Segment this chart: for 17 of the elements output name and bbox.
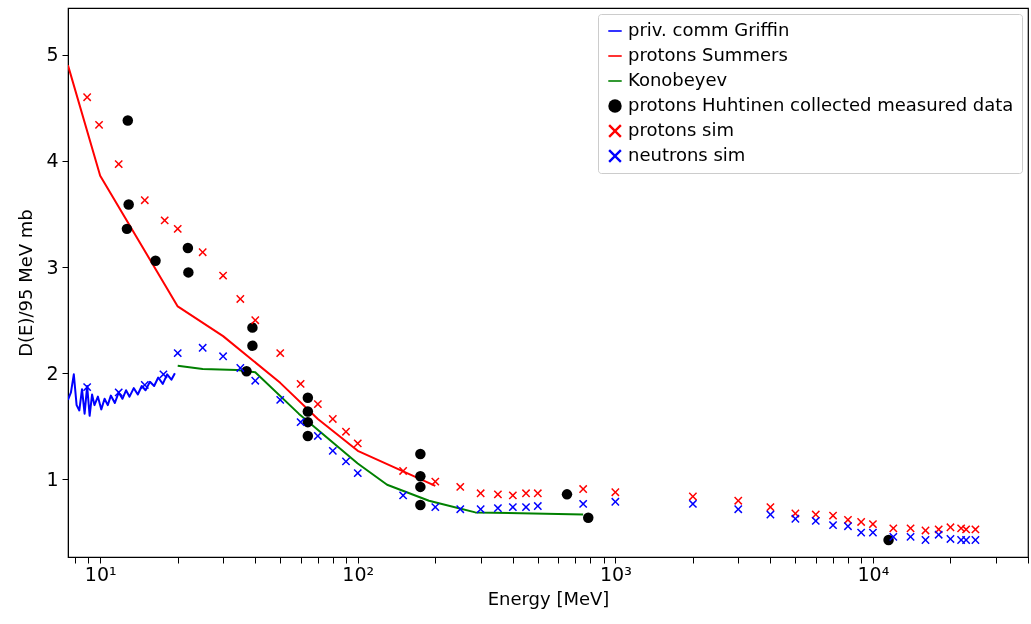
x-axis-title: Energy [MeV] <box>487 587 610 609</box>
legend-label: protons Huhtinen collected measured data <box>628 94 1014 115</box>
legend-label: Konobeyev <box>628 69 728 90</box>
x-tick-label: 10¹ <box>84 562 117 585</box>
legend-label: neutrons sim <box>628 144 746 165</box>
legend-label: protons Summers <box>628 44 788 65</box>
y-tick-label: 2 <box>46 361 59 384</box>
x-tick-label: 10² <box>342 562 375 585</box>
y-tick-label: 4 <box>46 149 59 172</box>
y-tick-label: 1 <box>46 467 59 490</box>
x-tick-label: 10³ <box>599 562 632 585</box>
legend-label: priv. comm Griffin <box>628 19 790 40</box>
y-axis-title: D(E)/95 MeV mb <box>15 209 37 357</box>
y-tick-label: 5 <box>46 43 59 66</box>
y-tick-label: 3 <box>46 255 59 278</box>
legend-label: protons sim <box>628 119 734 140</box>
x-tick-label: 10⁴ <box>857 562 890 585</box>
